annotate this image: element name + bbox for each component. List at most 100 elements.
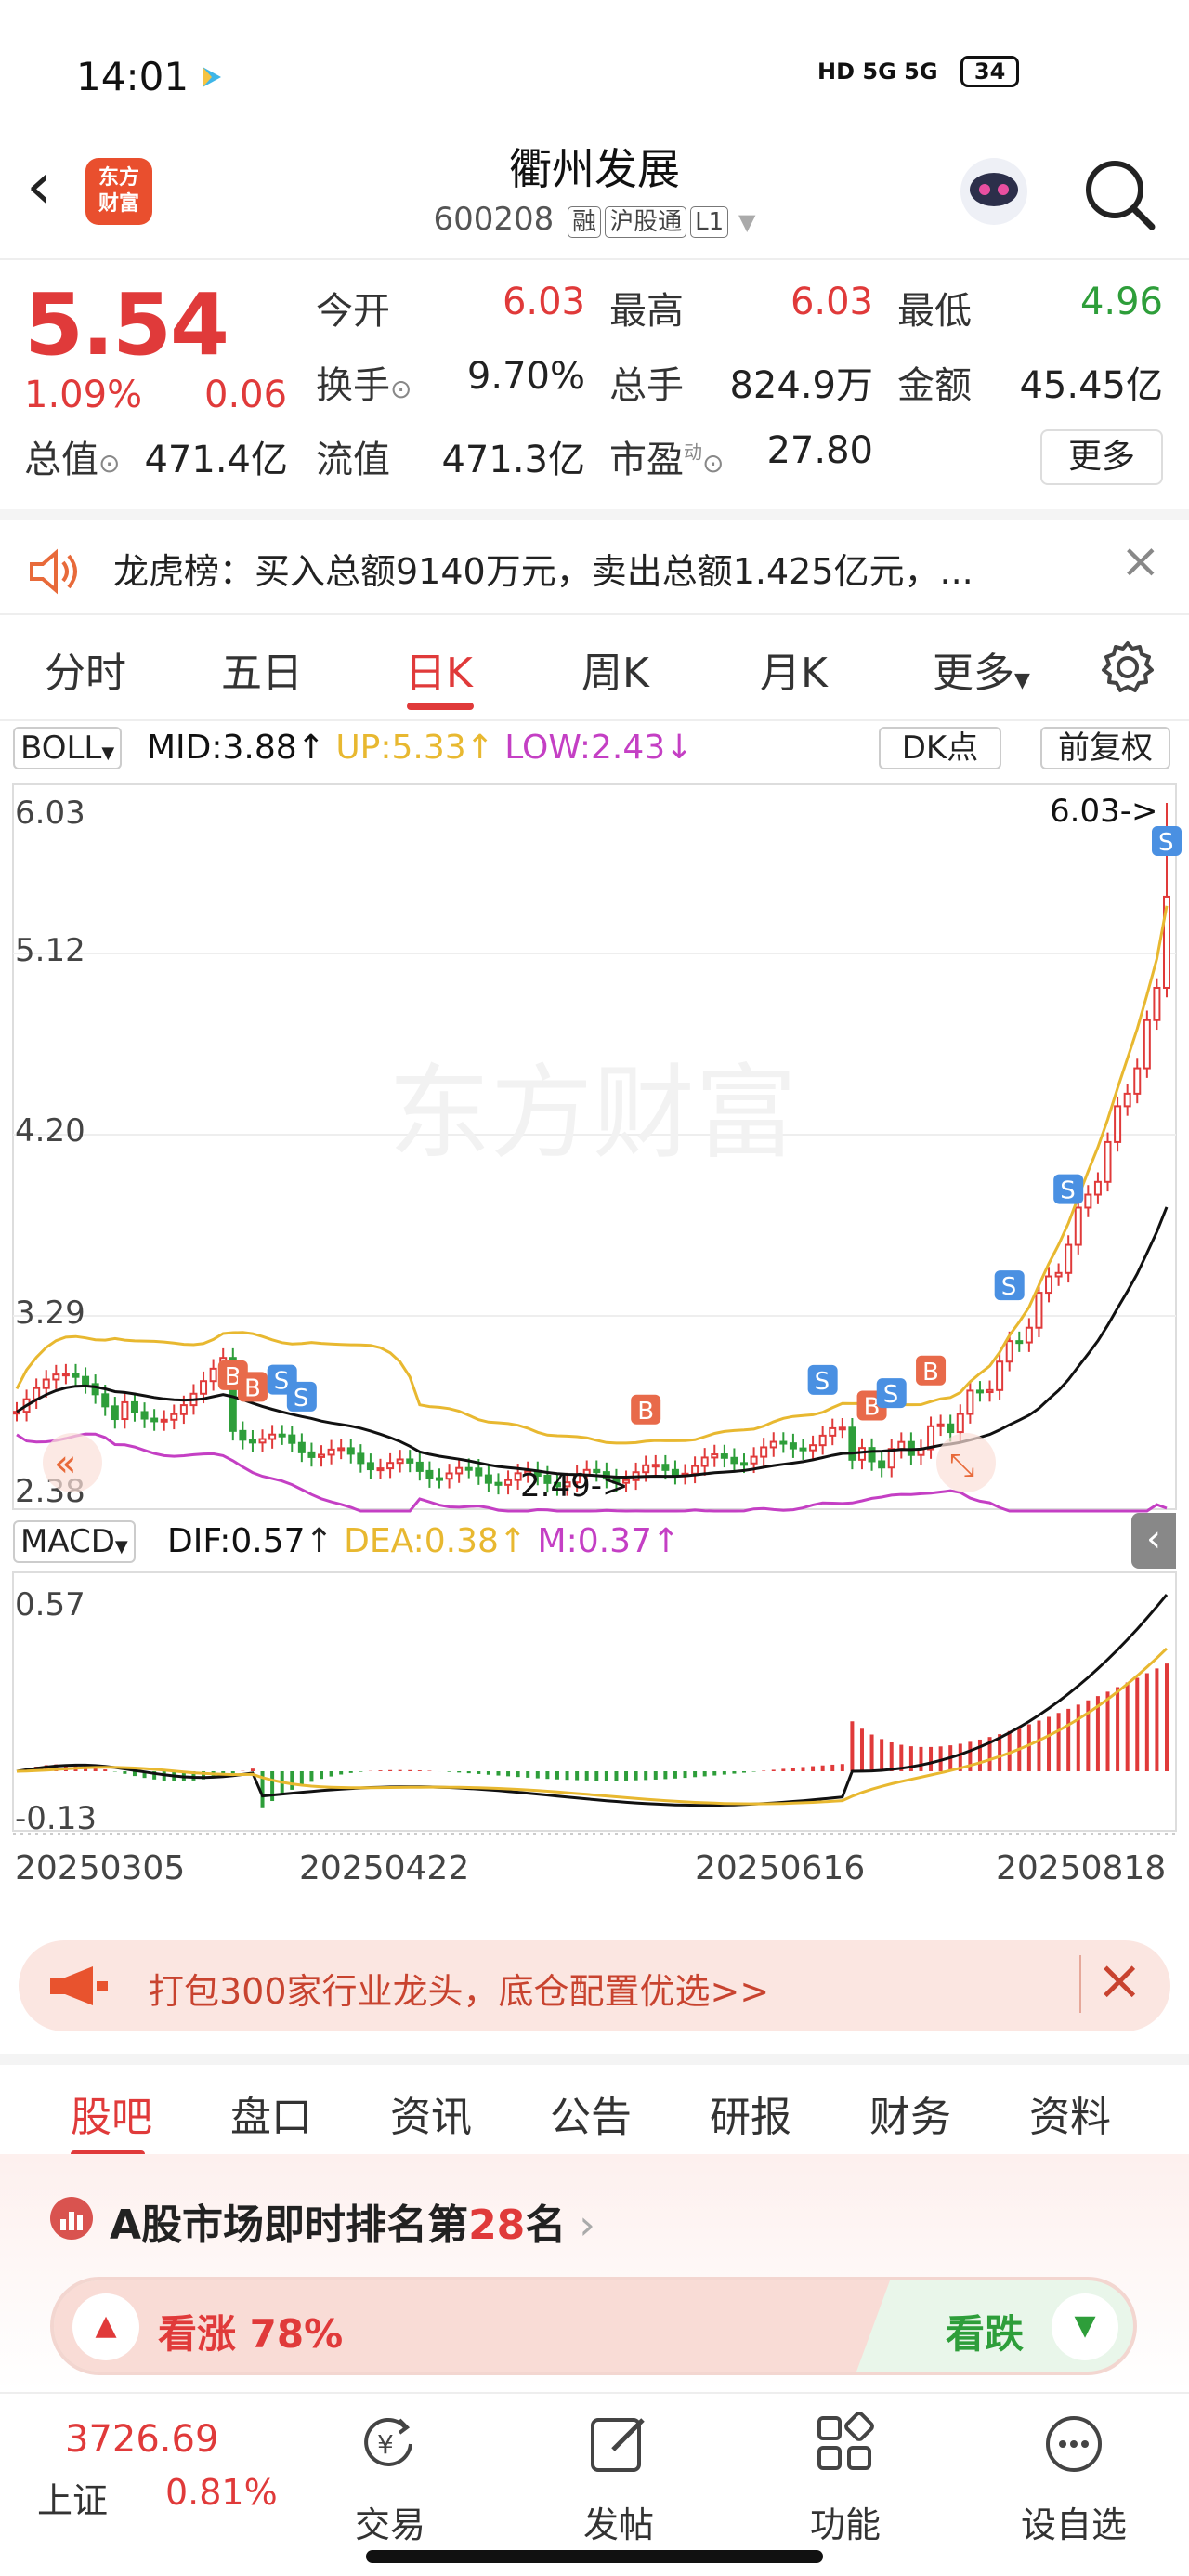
more-button[interactable]: 更多: [1040, 429, 1163, 485]
current-price: 5.54: [24, 275, 229, 375]
macd-dif-line: [16, 1594, 1169, 1807]
collapse-panel-button[interactable]: ‹: [1131, 1513, 1176, 1569]
volume-value: 824.9万: [729, 364, 873, 407]
candle-body: [543, 1474, 552, 1484]
candle-body: [337, 1447, 346, 1452]
nav-add-watchlist[interactable]: 设自选: [1020, 2504, 1127, 2545]
candle-body: [278, 1433, 286, 1438]
gear-icon[interactable]: [1098, 637, 1157, 697]
tab-daily-k[interactable]: 日K: [405, 650, 473, 697]
bs-marker-label: B: [922, 1359, 939, 1387]
bs-marker-label: S: [274, 1368, 290, 1396]
robot-assistant-icon[interactable]: [957, 154, 1031, 229]
close-promo-icon[interactable]: ×: [1096, 1948, 1143, 2013]
candle-body: [357, 1452, 365, 1465]
candle-body: [720, 1453, 728, 1459]
more-dots-icon[interactable]: [1037, 2407, 1111, 2481]
candle-body: [82, 1375, 90, 1386]
longhubang-banner[interactable]: 龙虎榜：买入总额9140万元，卖出总额1.425亿元，... ×: [0, 509, 1189, 615]
nav-functions[interactable]: 功能: [809, 2504, 881, 2545]
low-annotation: 2.49->: [520, 1467, 628, 1505]
tab-finance[interactable]: 财务: [869, 2094, 951, 2141]
candle-body: [642, 1464, 650, 1474]
candle-body: [750, 1455, 758, 1465]
nav-trade[interactable]: 交易: [354, 2504, 425, 2545]
candle-body: [1114, 1105, 1122, 1143]
candle-body: [179, 1404, 188, 1415]
change-percent: 1.09%: [24, 374, 143, 416]
candle-body: [475, 1467, 483, 1477]
candle-body: [799, 1447, 807, 1452]
dk-point-button[interactable]: DK点: [879, 727, 1001, 769]
boll-legend: MID:3.88↑ UP:5.33↑ LOW:2.43↓: [147, 729, 694, 767]
high-label: 最高: [609, 290, 684, 333]
tab-news[interactable]: 资讯: [390, 2094, 472, 2141]
price-tick: 4.20: [15, 1112, 85, 1150]
trade-icon[interactable]: ¥: [353, 2407, 427, 2481]
promo-text: 打包300家行业龙头，底仓配置优选>>: [149, 1971, 770, 2012]
tab-announcements[interactable]: 公告: [550, 2094, 632, 2141]
bs-marker-label: S: [883, 1381, 899, 1409]
bear-label: 看跌: [946, 2311, 1025, 2357]
rank-text[interactable]: A股市场即时排名第28名 ›: [110, 2201, 595, 2249]
low-label: 最低: [897, 290, 972, 333]
bs-marker-label: S: [1060, 1177, 1076, 1205]
nav-post[interactable]: 发帖: [582, 2504, 654, 2545]
candle-body: [1104, 1140, 1112, 1183]
bs-marker: [631, 1394, 661, 1425]
grid-icon[interactable]: [808, 2407, 882, 2481]
amount-value: 45.45亿: [1019, 364, 1163, 407]
candle-body: [1074, 1206, 1082, 1246]
promo-banner[interactable]: 打包300家行业龙头，底仓配置优选>> ×: [19, 1940, 1170, 2031]
candle-body: [248, 1439, 256, 1444]
pe-label[interactable]: 市盈动⊙: [609, 439, 725, 481]
speaker-icon: [30, 548, 77, 595]
tab-five-day[interactable]: 五日: [221, 650, 303, 697]
price-tick: 6.03: [15, 795, 85, 832]
candle-body: [396, 1458, 404, 1465]
post-icon[interactable]: [581, 2407, 656, 2481]
mktcap-label[interactable]: 总值⊙: [24, 439, 121, 481]
stock-code: 600208: [433, 201, 555, 238]
price-tick: 5.12: [15, 932, 85, 969]
close-icon[interactable]: ×: [1120, 533, 1161, 589]
bs-marker-label: B: [637, 1398, 654, 1426]
candle-body: [1025, 1326, 1033, 1344]
app-logo[interactable]: 东方 财富: [85, 158, 152, 225]
stock-code-row[interactable]: 600208 融沪股通 L1 ▼: [0, 201, 1189, 238]
macd-selector[interactable]: MACD▼: [13, 1520, 136, 1563]
signal-text: HD 5G 5G: [817, 59, 938, 85]
main-chart-frame: [12, 783, 1177, 1510]
kline-chart-area[interactable]: BOLL▼ MID:3.88↑ UP:5.33↑ LOW:2.43↓ DK点 前…: [0, 721, 1189, 1920]
tab-forum[interactable]: 股吧: [71, 2094, 152, 2141]
high-value: 6.03: [790, 281, 873, 323]
dropdown-icon[interactable]: ▼: [738, 209, 756, 235]
bear-vote-button[interactable]: ▼: [1052, 2293, 1118, 2360]
bs-marker-label: S: [815, 1368, 830, 1396]
tab-profile[interactable]: 资料: [1029, 2094, 1111, 2141]
turnover-label[interactable]: 换手⊙: [316, 364, 412, 407]
candle-body: [327, 1448, 335, 1456]
boll-selector[interactable]: BOLL▼: [13, 727, 123, 769]
candle-body: [42, 1378, 50, 1389]
candle-body: [52, 1373, 60, 1381]
search-icon[interactable]: [1078, 152, 1161, 236]
candle-body: [464, 1466, 473, 1471]
tab-orderbook[interactable]: 盘口: [230, 2094, 312, 2141]
adjust-button[interactable]: 前复权: [1040, 727, 1170, 769]
tab-monthly-k[interactable]: 月K: [760, 650, 828, 697]
tab-research[interactable]: 研报: [710, 2094, 791, 2141]
tab-weekly-k[interactable]: 周K: [581, 650, 649, 697]
low-value: 4.96: [1079, 281, 1163, 323]
candle-body: [406, 1458, 414, 1464]
tab-intraday[interactable]: 分时: [45, 650, 126, 697]
tab-more[interactable]: 更多▼: [933, 650, 1030, 697]
candle-body: [121, 1400, 129, 1421]
index-value[interactable]: 3726.69: [65, 2418, 219, 2461]
float-cap-value: 471.3亿: [441, 439, 585, 481]
bull-vote-button[interactable]: ▲: [72, 2293, 139, 2360]
candle-body: [691, 1465, 699, 1475]
clock: 14:01: [76, 54, 189, 99]
back-icon[interactable]: ‹: [26, 148, 52, 224]
content-tabs: 股吧 盘口 资讯 公告 研报 财务 资料: [0, 2054, 1189, 2158]
